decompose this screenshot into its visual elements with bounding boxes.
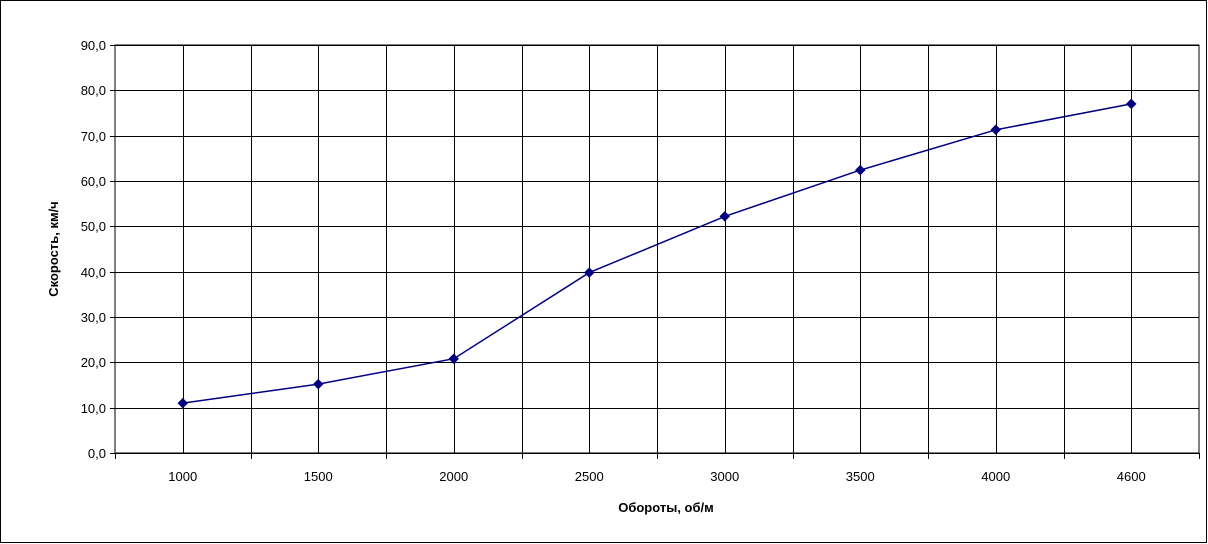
data-point xyxy=(719,211,731,222)
y-tick-label: 60,0 xyxy=(81,174,106,189)
x-axis-ticks: 1000 1500 2000 2500 3000 3500 4000 4600 xyxy=(115,453,1200,484)
y-tick-label: 50,0 xyxy=(81,219,106,234)
x-tick-label: 2000 xyxy=(439,469,468,484)
x-tick-label: 2500 xyxy=(575,469,604,484)
y-tick-label: 10,0 xyxy=(81,401,106,416)
data-point xyxy=(312,378,324,390)
y-tick-label: 90,0 xyxy=(81,38,106,53)
data-point xyxy=(1125,98,1137,110)
x-tick-label: 3500 xyxy=(846,469,875,484)
grid xyxy=(115,45,1199,454)
x-tick-label: 1500 xyxy=(304,469,333,484)
y-tick-label: 0,0 xyxy=(88,446,106,461)
x-tick-label: 3000 xyxy=(710,469,739,484)
data-point xyxy=(990,124,1002,136)
data-point xyxy=(854,164,866,176)
y-tick-label: 40,0 xyxy=(81,265,106,280)
y-tick-label: 70,0 xyxy=(81,129,106,144)
y-tick-label: 30,0 xyxy=(81,310,106,325)
y-axis-title: Скорость, км/ч xyxy=(46,201,61,296)
y-tick-label: 20,0 xyxy=(81,355,106,370)
data-point xyxy=(177,397,189,409)
series xyxy=(177,98,1137,409)
data-point xyxy=(583,267,595,278)
y-axis-ticks: 0,0 10,0 20,0 30,0 40,0 50,0 60,0 70,0 80,0 90,0 xyxy=(81,38,115,461)
data-point xyxy=(448,353,460,365)
x-axis-title: Обороты, об/м xyxy=(618,500,714,515)
y-tick-label: 80,0 xyxy=(81,83,106,98)
x-tick-label: 4600 xyxy=(1117,469,1146,484)
series-line xyxy=(182,103,1132,404)
x-tick-label: 1000 xyxy=(168,469,197,484)
x-tick-label: 4000 xyxy=(981,469,1010,484)
